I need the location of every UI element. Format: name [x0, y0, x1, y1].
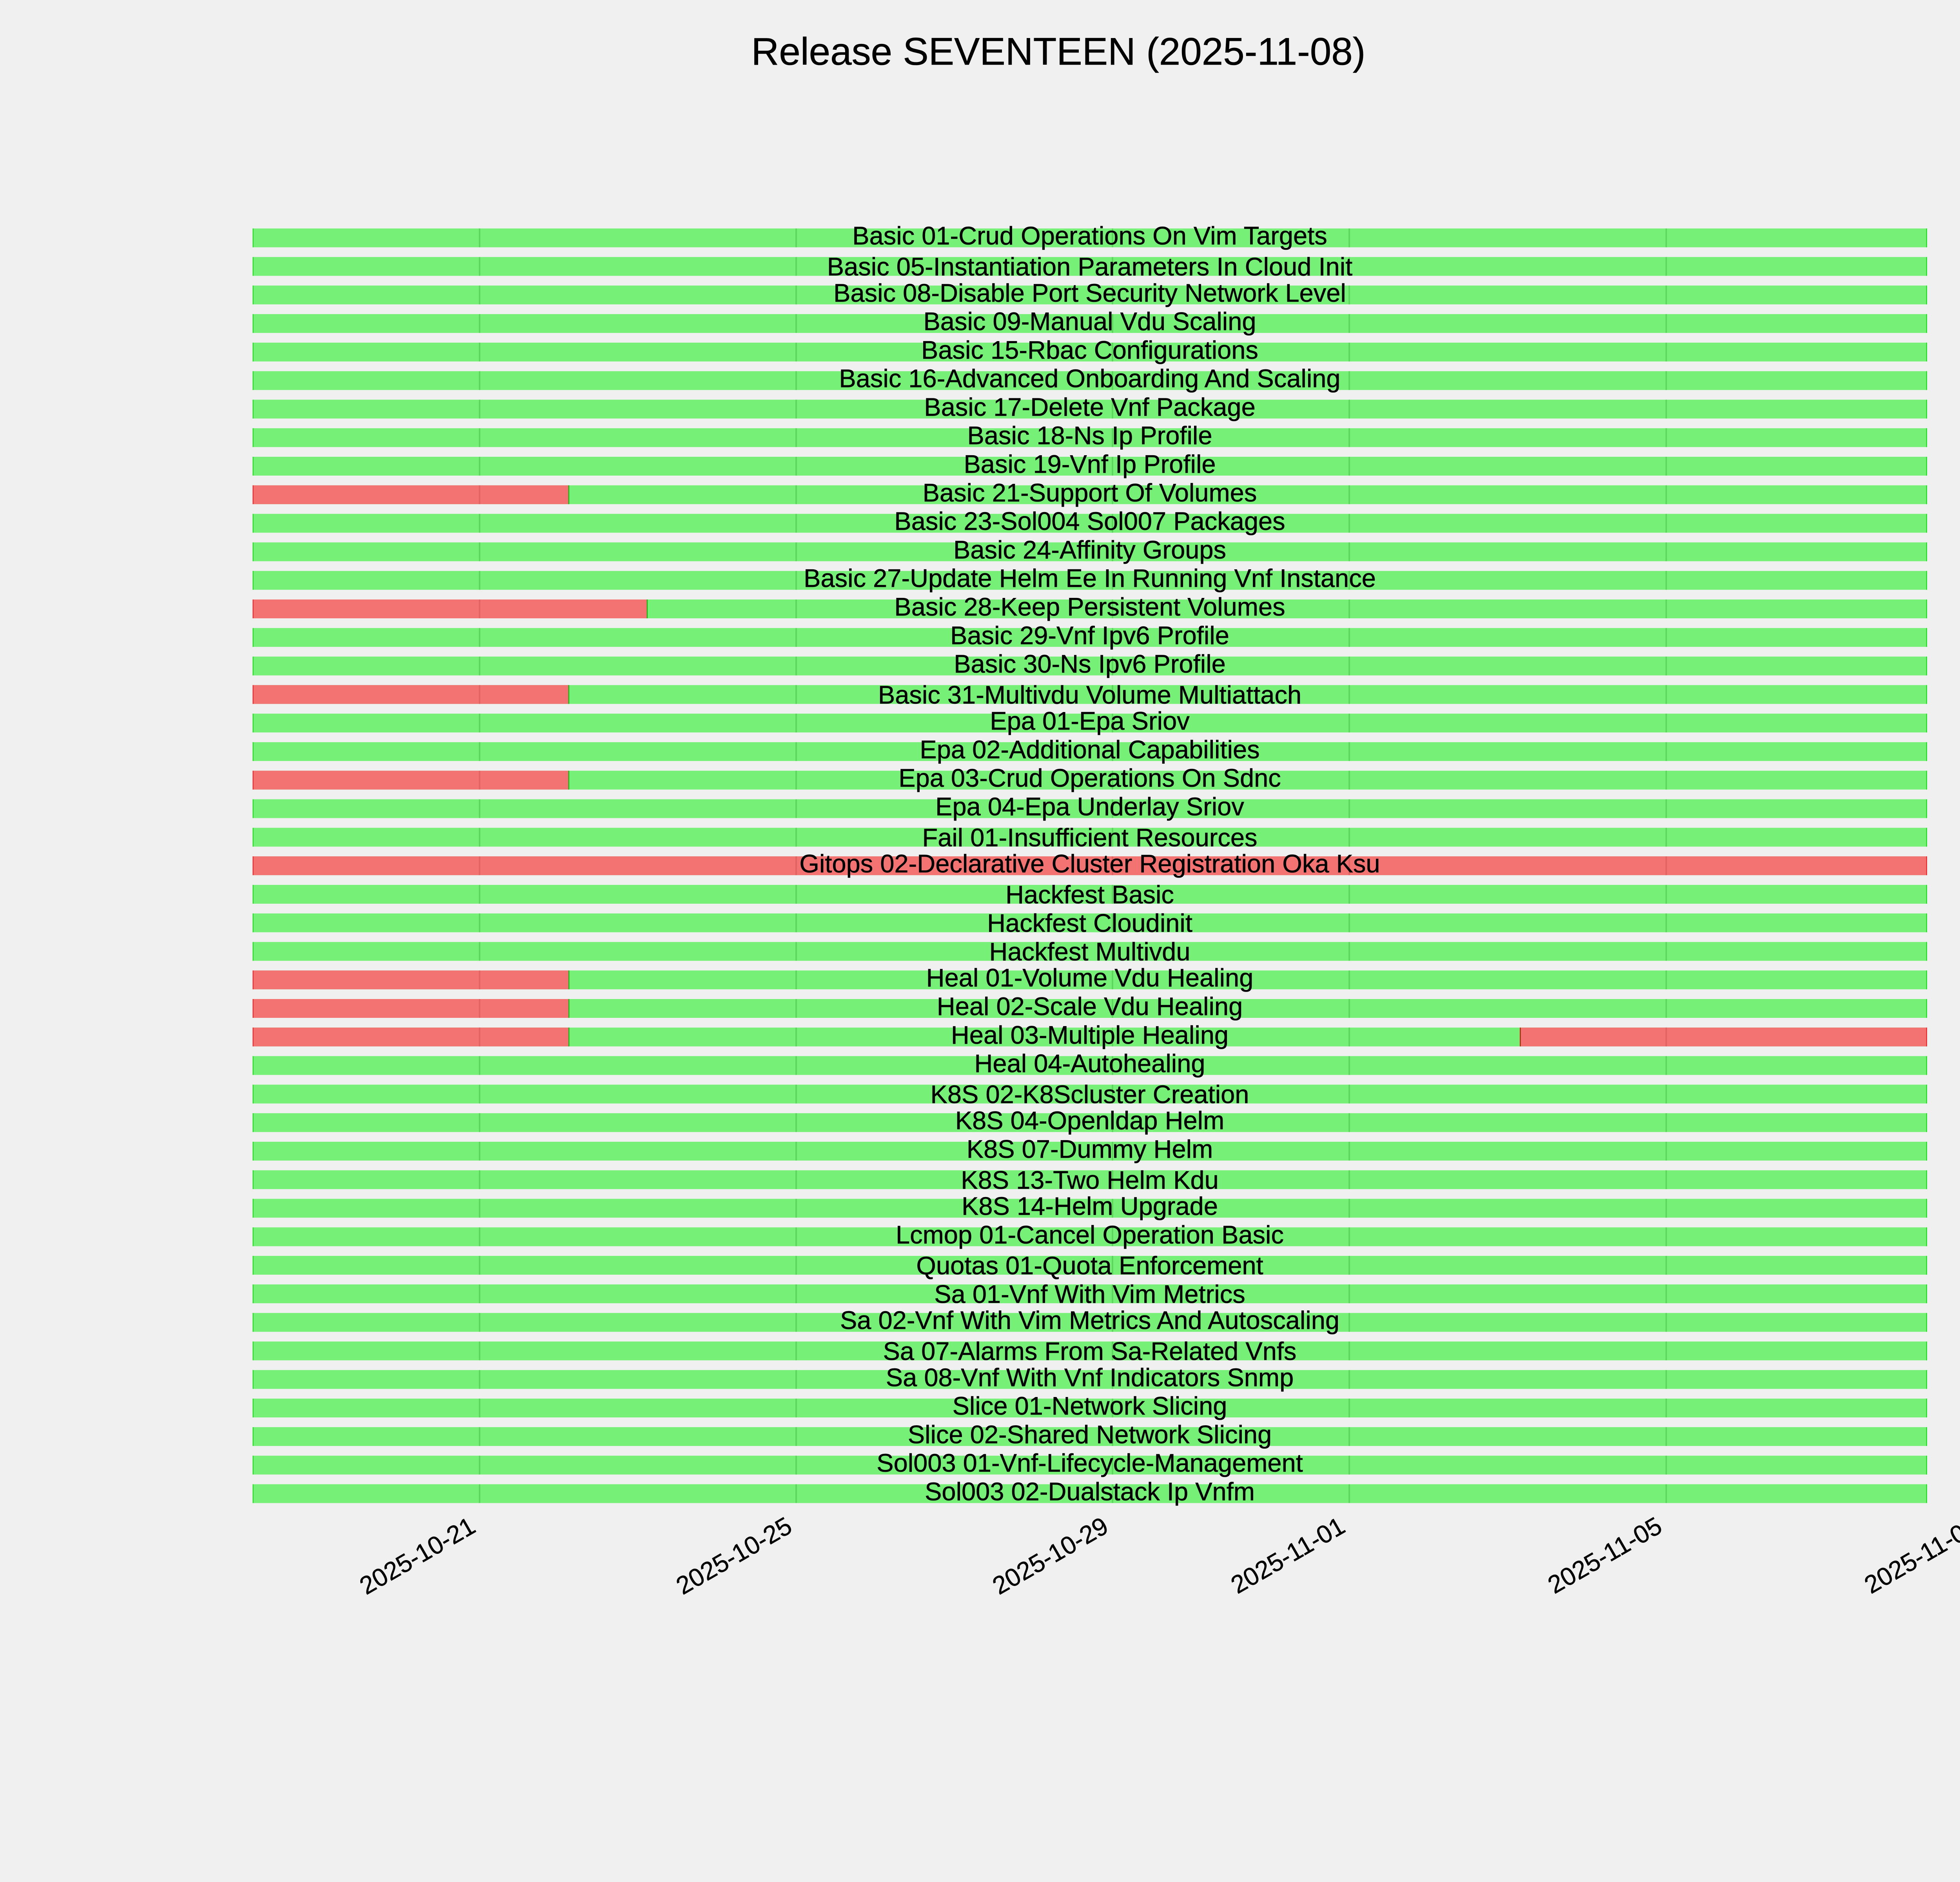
svg-text:Sa 07-Alarms From Sa-Related V: Sa 07-Alarms From Sa-Related Vnfs [883, 1337, 1297, 1366]
svg-text:Heal 04-Autohealing: Heal 04-Autohealing [974, 1049, 1205, 1078]
svg-text:Epa 03-Crud Operations On Sdnc: Epa 03-Crud Operations On Sdnc [898, 764, 1281, 792]
svg-text:Basic 15-Rbac Configurations: Basic 15-Rbac Configurations [921, 336, 1258, 364]
svg-text:K8S 13-Two Helm Kdu: K8S 13-Two Helm Kdu [961, 1166, 1219, 1194]
svg-text:Basic 21-Support Of Volumes: Basic 21-Support Of Volumes [923, 478, 1257, 507]
svg-text:Basic 24-Affinity Groups: Basic 24-Affinity Groups [953, 535, 1226, 564]
svg-text:Release SEVENTEEN (2025-11-08): Release SEVENTEEN (2025-11-08) [751, 30, 1366, 73]
svg-text:Hackfest Cloudinit: Hackfest Cloudinit [987, 909, 1192, 937]
svg-text:Epa 02-Additional Capabilities: Epa 02-Additional Capabilities [920, 735, 1259, 764]
svg-text:Basic 17-Delete Vnf Package: Basic 17-Delete Vnf Package [924, 392, 1255, 421]
svg-text:Basic 05-Instantiation Paramet: Basic 05-Instantiation Parameters In Clo… [827, 253, 1352, 281]
svg-text:Heal 01-Volume Vdu Healing: Heal 01-Volume Vdu Healing [926, 963, 1254, 992]
svg-text:K8S 02-K8Scluster Creation: K8S 02-K8Scluster Creation [931, 1080, 1249, 1108]
svg-text:Hackfest Multivdu: Hackfest Multivdu [989, 937, 1191, 966]
svg-text:Slice 02-Shared Network Slicin: Slice 02-Shared Network Slicing [908, 1420, 1272, 1449]
svg-text:Sol003 01-Vnf-Lifecycle-Manage: Sol003 01-Vnf-Lifecycle-Management [877, 1449, 1303, 1477]
svg-text:Quotas 01-Quota Enforcement: Quotas 01-Quota Enforcement [916, 1251, 1263, 1280]
svg-text:Basic 28-Keep Persistent Volum: Basic 28-Keep Persistent Volumes [894, 592, 1285, 621]
svg-text:Basic 01-Crud Operations On Vi: Basic 01-Crud Operations On Vim Targets [852, 222, 1327, 250]
svg-text:Sa 01-Vnf With Vim Metrics: Sa 01-Vnf With Vim Metrics [934, 1280, 1245, 1308]
svg-text:Heal 03-Multiple Healing: Heal 03-Multiple Healing [951, 1021, 1229, 1049]
svg-text:Epa 01-Epa Sriov: Epa 01-Epa Sriov [990, 707, 1190, 735]
svg-text:Basic 19-Vnf Ip Profile: Basic 19-Vnf Ip Profile [964, 450, 1216, 478]
svg-text:Gitops 02-Declarative Cluster: Gitops 02-Declarative Cluster Registrati… [799, 849, 1380, 878]
svg-text:Sa 02-Vnf With Vim Metrics And: Sa 02-Vnf With Vim Metrics And Autoscali… [840, 1306, 1339, 1335]
svg-text:Basic 31-Multivdu Volume Multi: Basic 31-Multivdu Volume Multiattach [878, 680, 1301, 709]
svg-text:K8S 07-Dummy Helm: K8S 07-Dummy Helm [967, 1135, 1213, 1163]
svg-text:K8S 14-Helm Upgrade: K8S 14-Helm Upgrade [962, 1192, 1218, 1221]
svg-text:Basic 30-Ns Ipv6 Profile: Basic 30-Ns Ipv6 Profile [954, 650, 1226, 678]
svg-text:Basic 08-Disable Port Security: Basic 08-Disable Port Security Network L… [833, 278, 1346, 307]
svg-text:Sol003 02-Dualstack Ip Vnfm: Sol003 02-Dualstack Ip Vnfm [925, 1477, 1255, 1506]
svg-text:Heal 02-Scale Vdu Healing: Heal 02-Scale Vdu Healing [937, 992, 1243, 1021]
svg-text:Basic 27-Update Helm Ee In Run: Basic 27-Update Helm Ee In Running Vnf I… [804, 564, 1376, 592]
svg-text:Slice 01-Network Slicing: Slice 01-Network Slicing [953, 1392, 1227, 1420]
svg-text:Sa 08-Vnf With Vnf Indicators: Sa 08-Vnf With Vnf Indicators Snmp [886, 1363, 1294, 1392]
svg-text:Fail 01-Insufficient Resources: Fail 01-Insufficient Resources [922, 823, 1257, 852]
svg-text:Epa 04-Epa Underlay Sriov: Epa 04-Epa Underlay Sriov [935, 792, 1244, 821]
svg-text:Basic 09-Manual Vdu Scaling: Basic 09-Manual Vdu Scaling [923, 307, 1256, 336]
svg-text:Basic 23-Sol004 Sol007 Package: Basic 23-Sol004 Sol007 Packages [894, 507, 1285, 536]
svg-text:Hackfest Basic: Hackfest Basic [1005, 880, 1174, 909]
svg-text:Basic 16-Advanced Onboarding A: Basic 16-Advanced Onboarding And Scaling [839, 364, 1340, 393]
svg-text:Basic 29-Vnf Ipv6 Profile: Basic 29-Vnf Ipv6 Profile [950, 621, 1229, 650]
svg-text:K8S 04-Openldap Helm: K8S 04-Openldap Helm [955, 1106, 1225, 1135]
svg-text:Basic 18-Ns Ip Profile: Basic 18-Ns Ip Profile [967, 421, 1212, 450]
svg-text:Lcmop 01-Cancel Operation Basi: Lcmop 01-Cancel Operation Basic [896, 1220, 1284, 1249]
